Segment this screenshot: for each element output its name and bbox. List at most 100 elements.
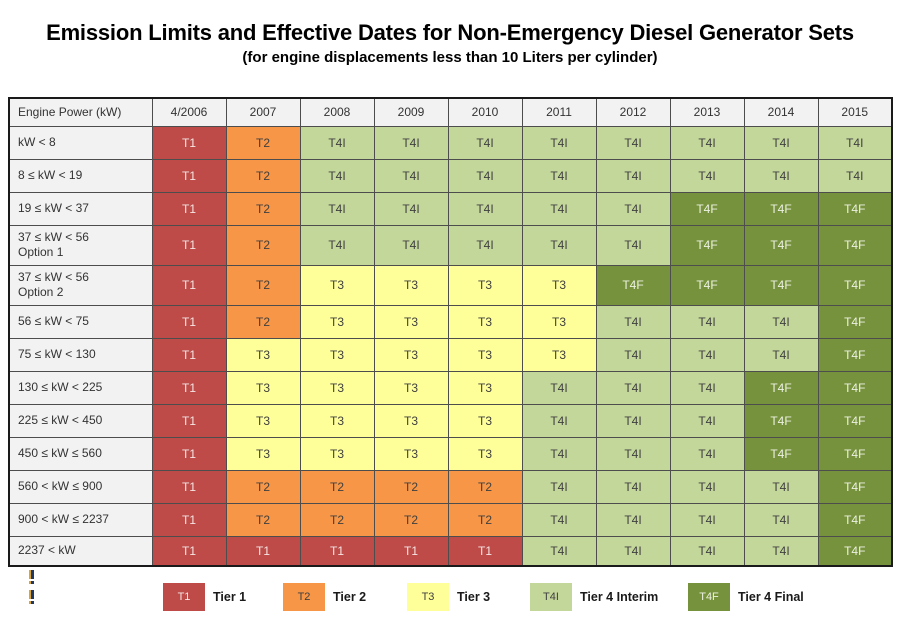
- tier-cell-t4i: T4I: [669, 469, 745, 504]
- table-row: 75 ≤ kW < 130 T1 T3 T3 T3 T3 T3 T4I T4I T4I T4F: [8, 337, 893, 372]
- table-row: 2237 < kW T1 T1 T1 T1 T1 T4I T4I T4I T4I T4F: [8, 535, 893, 567]
- tier-cell-t4f: T4F: [743, 436, 819, 471]
- row-label: 8 ≤ kW < 19: [8, 158, 153, 193]
- tier-cell-t1: T1: [151, 436, 227, 471]
- exclamation-dot: [29, 581, 34, 584]
- tier-cell-t2: T2: [373, 469, 449, 504]
- tier-cell-t4i: T4I: [447, 191, 523, 226]
- row-label: 19 ≤ kW < 37: [8, 191, 153, 226]
- tier-cell-t2: T2: [225, 304, 301, 339]
- tier-cell-t3: T3: [299, 370, 375, 405]
- row-label: 560 < kW ≤ 900: [8, 469, 153, 504]
- table-row: 56 ≤ kW < 75 T1 T2 T3 T3 T3 T3 T4I T4I T4I T4F: [8, 304, 893, 339]
- tier-cell-t3: T3: [225, 436, 301, 471]
- tier-cell-t4i: T4I: [595, 158, 671, 193]
- tier-cell-t4i: T4I: [521, 125, 597, 160]
- tier-cell-t3: T3: [373, 403, 449, 438]
- tier-cell-t4i: T4I: [447, 125, 523, 160]
- table-row: 450 ≤ kW ≤ 560 T1 T3 T3 T3 T3 T4I T4I T4I T4F T4F: [8, 436, 893, 471]
- power-range-text: 19 ≤ kW < 37: [18, 201, 89, 215]
- tier-cell-t4i: T4I: [595, 370, 671, 405]
- tier-cell-t4i: T4I: [373, 158, 449, 193]
- legend-item-t3: T3 Tier 3: [407, 583, 490, 611]
- tier-cell-t4i: T4I: [743, 158, 819, 193]
- tier-cell-t4f: T4F: [743, 370, 819, 405]
- power-range-text: 130 ≤ kW < 225: [18, 380, 103, 394]
- tier-cell-t4i: T4I: [595, 403, 671, 438]
- tier-cell-t4i: T4I: [595, 337, 671, 372]
- row-label: 225 ≤ kW < 450: [8, 403, 153, 438]
- power-range-text: 2237 < kW: [18, 543, 76, 558]
- tier-cell-t4i: T4I: [669, 158, 745, 193]
- tier-cell-t4f: T4F: [743, 191, 819, 226]
- tier-cell-t2: T2: [447, 502, 523, 537]
- power-range-text: 900 < kW ≤ 2237: [18, 512, 109, 526]
- tier-cell-t4i: T4I: [669, 304, 745, 339]
- tier-cell-t4f: T4F: [817, 469, 893, 504]
- year-column-header: 4/2006: [151, 97, 227, 127]
- tier-cell-t3: T3: [521, 264, 597, 306]
- table-row: 130 ≤ kW < 225 T1 T3 T3 T3 T3 T4I T4I T4I T4F T4F: [8, 370, 893, 405]
- tier-cell-t4i: T4I: [669, 337, 745, 372]
- engine-power-column-header: Engine Power (kW): [8, 97, 153, 127]
- tier-cell-t3: T3: [299, 436, 375, 471]
- tier-cell-t3: T3: [373, 304, 449, 339]
- tier-cell-t3: T3: [447, 337, 523, 372]
- page-subtitle: (for engine displacements less than 10 L…: [242, 49, 658, 67]
- option-text: Option 1: [18, 245, 64, 259]
- tier-cell-t1: T1: [151, 158, 227, 193]
- tier-cell-t1: T1: [373, 535, 449, 567]
- tier-cell-t1: T1: [151, 403, 227, 438]
- legend-swatch-t3: T3: [407, 583, 449, 611]
- row-label: 75 ≤ kW < 130: [8, 337, 153, 372]
- exclamation-dot: [29, 601, 34, 604]
- tier-cell-t4i: T4I: [521, 158, 597, 193]
- tier-cell-t4f: T4F: [817, 224, 893, 266]
- tier-cell-t4i: T4I: [669, 535, 745, 567]
- tier-cell-t4i: T4I: [447, 224, 523, 266]
- tier-cell-t4f: T4F: [817, 337, 893, 372]
- tier-cell-t3: T3: [447, 403, 523, 438]
- tier-cell-t1: T1: [151, 337, 227, 372]
- tier-cell-t1: T1: [225, 535, 301, 567]
- year-column-header: 2007: [225, 97, 301, 127]
- tier-cell-t4i: T4I: [521, 436, 597, 471]
- row-label: 900 < kW ≤ 2237: [8, 502, 153, 537]
- tier-cell-t4i: T4I: [669, 125, 745, 160]
- legend-item-t4f: T4F Tier 4 Final: [688, 583, 804, 611]
- tier-cell-t4i: T4I: [743, 125, 819, 160]
- tier-cell-t1: T1: [151, 469, 227, 504]
- tier-cell-t4i: T4I: [743, 502, 819, 537]
- option-text: Option 2: [18, 285, 64, 299]
- tier-cell-t4i: T4I: [299, 158, 375, 193]
- tier-cell-t4f: T4F: [817, 191, 893, 226]
- tier-cell-t4i: T4I: [817, 158, 893, 193]
- tier-cell-t3: T3: [373, 436, 449, 471]
- tier-cell-t4i: T4I: [743, 469, 819, 504]
- tier-cell-t4i: T4I: [299, 125, 375, 160]
- legend-item-t4i: T4I Tier 4 Interim: [530, 583, 658, 611]
- tier-cell-t4i: T4I: [595, 535, 671, 567]
- tier-cell-t4f: T4F: [817, 535, 893, 567]
- tier-cell-t4i: T4I: [299, 191, 375, 226]
- tier-cell-t3: T3: [299, 337, 375, 372]
- exclamation-icon: [29, 590, 34, 604]
- tier-cell-t3: T3: [373, 337, 449, 372]
- tier-cell-t2: T2: [299, 469, 375, 504]
- tier-cell-t1: T1: [151, 191, 227, 226]
- table-row: 560 < kW ≤ 900 T1 T2 T2 T2 T2 T4I T4I T4I T4I T4F: [8, 469, 893, 504]
- tier-cell-t4i: T4I: [299, 224, 375, 266]
- row-label: 56 ≤ kW < 75: [8, 304, 153, 339]
- emission-limits-table: Engine Power (kW) 4/2006 2007 2008 2009 2010 2…: [8, 97, 893, 567]
- legend-label: Tier 4 Interim: [580, 590, 659, 604]
- tier-cell-t4i: T4I: [743, 304, 819, 339]
- table-row: 225 ≤ kW < 450 T1 T3 T3 T3 T3 T4I T4I T4I T4F T4F: [8, 403, 893, 438]
- table-row: 8 ≤ kW < 19 T1 T2 T4I T4I T4I T4I T4I T4I T4I T4I: [8, 158, 893, 193]
- power-range-text: 37 ≤ kW < 56: [18, 270, 89, 284]
- year-column-header: 2015: [817, 97, 893, 127]
- tier-cell-t4f: T4F: [743, 403, 819, 438]
- table-row: kW < 8 T1 T2 T4I T4I T4I T4I T4I T4I T4I T4I: [8, 125, 893, 160]
- tier-cell-t2: T2: [225, 502, 301, 537]
- tier-cell-t3: T3: [299, 403, 375, 438]
- tier-cell-t3: T3: [299, 304, 375, 339]
